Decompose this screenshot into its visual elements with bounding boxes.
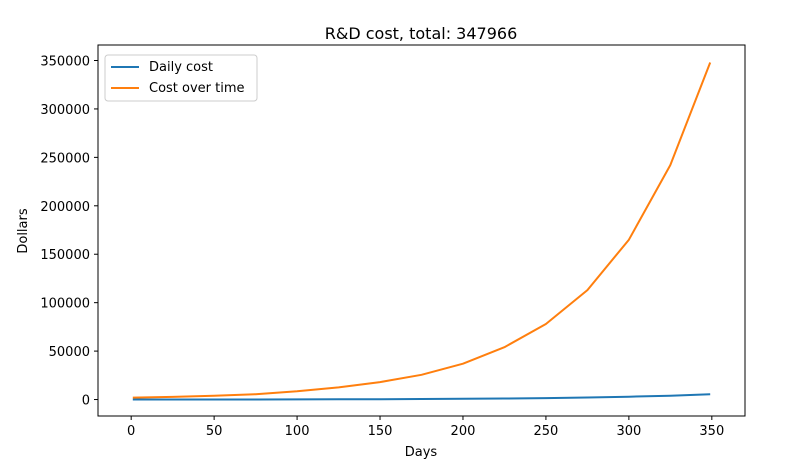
x-tick-label: 250 [534,424,559,439]
chart-title: R&D cost, total: 347966 [325,24,518,43]
x-tick-label: 50 [206,424,223,439]
plot-frame [97,44,746,417]
series-layer [132,62,712,401]
x-tick-label: 350 [699,424,724,439]
series-line-daily-cost [132,393,711,401]
legend-label-daily-cost: Daily cost [149,60,213,75]
x-tick-label: 300 [616,424,641,439]
y-tick-label: 50000 [49,345,90,360]
x-tick-label: 200 [451,424,476,439]
y-axis-label: Dollars [16,208,31,253]
x-tick-label: 0 [127,424,135,439]
y-tick-label: 300000 [40,103,90,118]
ticks-layer: 0 50 100 150 200 250 300 350 0 50000 100000 150000 2… [40,54,724,439]
legend: Daily cost Cost over time [104,54,258,102]
y-tick-label: 350000 [40,54,90,69]
y-tick-label: 200000 [40,200,90,215]
y-tick-label: 0 [82,394,90,409]
x-tick-label: 100 [285,424,310,439]
legend-frame [104,54,258,102]
y-tick-label: 250000 [40,151,90,166]
legend-label-cost-over-time: Cost over time [149,81,245,96]
series-line-cost-over-time [132,62,712,399]
y-tick-label: 150000 [40,248,90,263]
x-axis-label: Days [405,445,438,460]
x-tick-label: 150 [368,424,393,439]
y-tick-label: 100000 [40,297,90,312]
